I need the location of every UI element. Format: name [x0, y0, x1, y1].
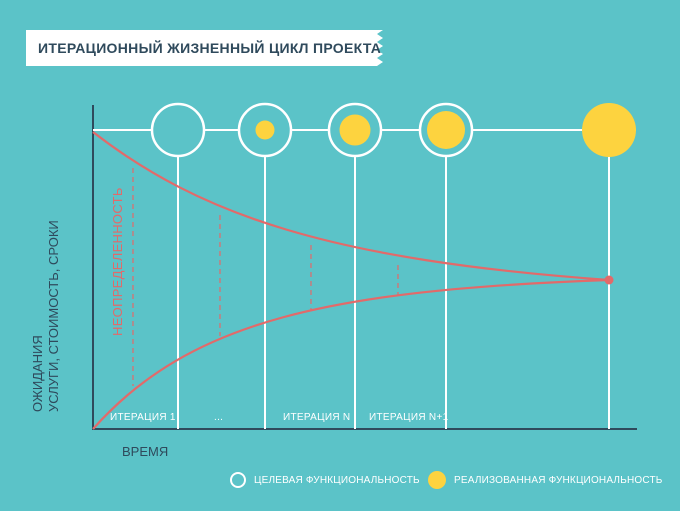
- x-axis-label: ВРЕМЯ: [122, 444, 169, 459]
- legend-realized: РЕАЛИЗОВАННАЯ ФУНКЦИОНАЛЬНОСТЬ: [428, 470, 663, 490]
- milestone-3: [327, 102, 383, 158]
- target-circle: [150, 102, 206, 158]
- iteration-label-3: ИТЕРАЦИЯ N: [283, 412, 351, 423]
- title-banner: [26, 30, 383, 66]
- realized-circle: [255, 120, 275, 140]
- y-axis-label-line2: УСЛУГИ, СТОИМОСТЬ, СРОКИ: [46, 220, 61, 412]
- realized-circle: [427, 111, 465, 149]
- iteration-label-1: ИТЕРАЦИЯ 1: [110, 412, 176, 423]
- milestone-5: [582, 103, 636, 157]
- upper-curve: [92, 131, 610, 282]
- iteration-label-2: ...: [214, 412, 224, 423]
- y-axis-label-line1: ОЖИДАНИЯ: [30, 335, 45, 412]
- uncertainty-label: НЕОПРЕДЕЛЕННОСТЬ: [110, 187, 125, 336]
- lower-curve: [92, 278, 610, 430]
- convergence-point: [604, 275, 614, 285]
- milestone-4: [418, 102, 474, 158]
- iteration-label-4: ИТЕРАЦИЯ N+1: [369, 412, 449, 423]
- realized-circle: [339, 114, 371, 146]
- milestone-1: [150, 102, 206, 158]
- legend-target-label: ЦЕЛЕВАЯ ФУНКЦИОНАЛЬНОСТЬ: [254, 474, 420, 486]
- legend-target: ЦЕЛЕВАЯ ФУНКЦИОНАЛЬНОСТЬ: [230, 470, 420, 490]
- realized-circle: [582, 103, 636, 157]
- milestone-2: [237, 102, 293, 158]
- y-axis-label: ОЖИДАНИЯ УСЛУГИ, СТОИМОСТЬ, СРОКИ: [30, 220, 62, 412]
- diagram-title: ИТЕРАЦИОННЫЙ ЖИЗНЕННЫЙ ЦИКЛ ПРОЕКТА: [38, 40, 382, 56]
- legend-realized-label: РЕАЛИЗОВАННАЯ ФУНКЦИОНАЛЬНОСТЬ: [454, 474, 663, 486]
- title-banner-shape: [26, 30, 383, 66]
- realized-swatch-icon: [428, 471, 446, 489]
- target-swatch-icon: [230, 472, 246, 488]
